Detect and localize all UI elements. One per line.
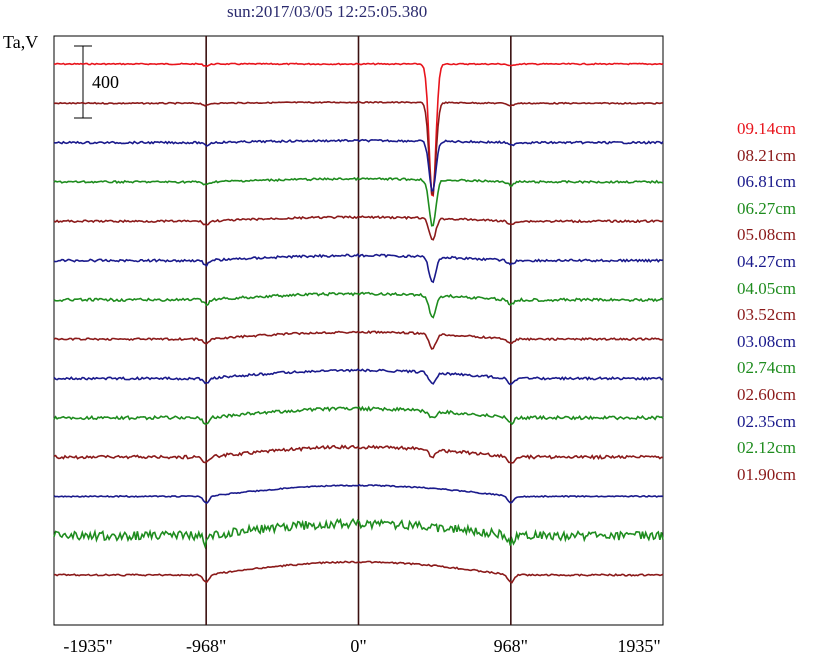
series-line-02.60cm — [53, 444, 664, 464]
y-axis-label: Ta,V — [3, 32, 39, 52]
x-tick-label-1: -968" — [185, 636, 227, 656]
legend-item-06.27cm: 06.27cm — [737, 198, 797, 218]
series-line-04.05cm — [53, 291, 664, 319]
x-tick-label-2: 0" — [350, 636, 367, 656]
legend-item-06.81cm: 06.81cm — [737, 172, 797, 192]
series-line-03.08cm — [53, 368, 664, 386]
chart-title-text: sun:2017/03/05 12:25:05.380 — [227, 2, 428, 21]
legend-item-05.08cm: 05.08cm — [737, 225, 797, 245]
series-line-04.27cm — [53, 253, 664, 284]
legend-item-01.90cm: 01.90cm — [737, 464, 797, 484]
series-line-09.14cm — [53, 62, 664, 197]
legend-item-02.12cm: 02.12cm — [737, 438, 797, 458]
series-line-02.74cm — [53, 405, 664, 426]
series-line-01.90cm — [54, 560, 664, 584]
legend-item-08.21cm: 08.21cm — [737, 145, 797, 165]
series-line-06.81cm — [53, 138, 664, 192]
legend-item-09.14cm: 09.14cm — [737, 119, 797, 138]
legend-item-04.27cm: 04.27cm — [737, 252, 797, 271]
series-line-02.35cm — [53, 483, 664, 505]
scale-bar-label: 400 — [92, 72, 119, 92]
legend-item-04.05cm: 04.05cm — [737, 278, 797, 298]
x-tick-label-3: 968" — [493, 636, 529, 656]
x-tick-label-4: 1935" — [617, 636, 661, 656]
legend-item-02.74cm: 02.74cm — [737, 358, 797, 378]
legend-item-03.52cm: 03.52cm — [737, 305, 797, 325]
legend-item-03.08cm: 03.08cm — [737, 331, 797, 351]
series-line-05.08cm — [53, 215, 664, 241]
series-line-03.52cm — [53, 330, 664, 350]
legend-item-02.60cm: 02.60cm — [737, 385, 797, 404]
series-line-02.12cm — [53, 517, 664, 550]
x-tick-label-0: -1935" — [63, 636, 113, 656]
legend-item-02.35cm: 02.35cm — [737, 411, 797, 431]
series-line-08.21cm — [53, 100, 664, 196]
series-line-06.27cm — [53, 176, 664, 227]
